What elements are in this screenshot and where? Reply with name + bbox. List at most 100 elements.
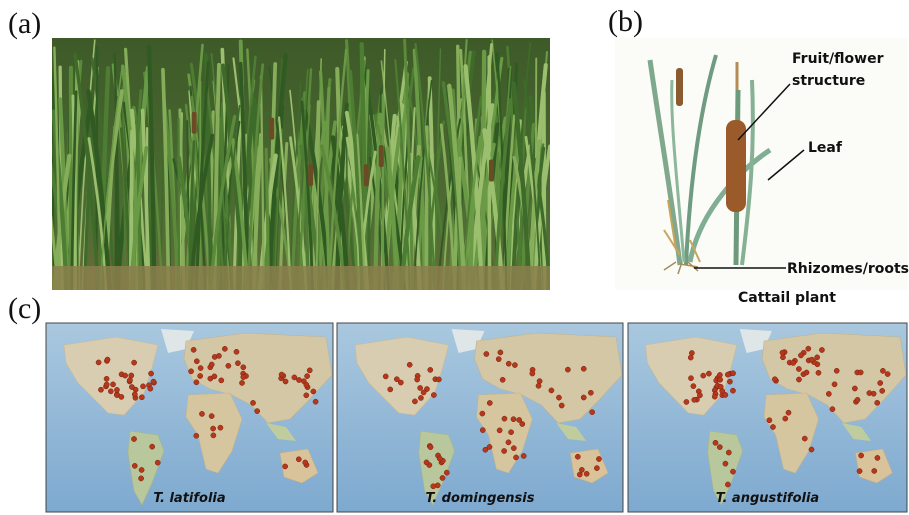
cattail-head	[379, 145, 384, 167]
occurrence-dot	[796, 366, 801, 371]
occurrence-dot	[730, 371, 735, 376]
occurrence-dot	[241, 365, 246, 370]
occurrence-dot	[594, 466, 599, 471]
occurrence-dot	[508, 430, 513, 435]
occurrence-dot	[816, 370, 821, 375]
occurrence-dot	[834, 368, 839, 373]
occurrence-dot	[198, 365, 203, 370]
occurrence-dot	[415, 377, 420, 382]
occurrence-dot	[155, 460, 160, 465]
occurrence-dot	[108, 389, 113, 394]
occurrence-dot	[517, 417, 522, 422]
occurrence-dot	[819, 347, 824, 352]
occurrence-dot	[804, 370, 809, 375]
occurrence-dot	[303, 460, 308, 465]
occurrence-dot	[780, 350, 785, 355]
occurrence-dot	[730, 469, 735, 474]
occurrence-dot	[191, 347, 196, 352]
occurrence-dot	[701, 373, 706, 378]
occurrence-dot	[717, 372, 722, 377]
occurrence-dot	[697, 393, 702, 398]
occurrence-dot	[692, 397, 697, 402]
occurrence-dot	[194, 433, 199, 438]
callout: Fruit/flower	[792, 51, 884, 67]
occurrence-dot	[199, 411, 204, 416]
occurrence-dot	[209, 362, 214, 367]
occurrence-dot	[858, 370, 863, 375]
occurrence-dot	[826, 391, 831, 396]
occurrence-dot	[96, 360, 101, 365]
occurrence-dot	[577, 472, 582, 477]
panel-label: (c)	[8, 292, 41, 325]
occurrence-dot	[129, 373, 134, 378]
occurrence-dot	[304, 393, 309, 398]
occurrence-dot	[549, 388, 554, 393]
occurrence-dot	[871, 391, 876, 396]
species-label: T. latifolia	[153, 491, 225, 506]
caption: Cattail plant	[738, 290, 836, 306]
cattail-head	[269, 118, 274, 140]
occurrence-dot	[872, 468, 877, 473]
occurrence-dot	[885, 371, 890, 376]
occurrence-dot	[512, 362, 517, 367]
occurrence-dot	[767, 418, 772, 423]
reed-leaf	[41, 150, 52, 292]
occurrence-dot	[726, 450, 731, 455]
occurrence-dot	[691, 384, 696, 389]
cattail-head	[308, 164, 313, 186]
occurrence-dot	[880, 388, 885, 393]
occurrence-dot	[431, 484, 436, 489]
occurrence-dot	[421, 390, 426, 395]
water	[52, 266, 550, 290]
occurrence-dot	[98, 387, 103, 392]
occurrence-dot	[511, 417, 516, 422]
occurrence-dot	[235, 361, 240, 366]
occurrence-dot	[412, 399, 417, 404]
occurrence-dot	[832, 382, 837, 387]
occurrence-dot	[487, 444, 492, 449]
occurrence-dot	[706, 371, 711, 376]
occurrence-dot	[239, 380, 244, 385]
occurrence-dot	[212, 374, 217, 379]
occurrence-dot	[150, 444, 155, 449]
occurrence-dot	[581, 395, 586, 400]
occurrence-dot	[305, 374, 310, 379]
occurrence-dot	[809, 447, 814, 452]
occurrence-dot	[132, 463, 137, 468]
occurrence-dot	[218, 425, 223, 430]
panel-label: (a)	[8, 7, 41, 40]
occurrence-dot	[133, 387, 138, 392]
occurrence-dot	[383, 374, 388, 379]
callout: structure	[792, 73, 865, 89]
occurrence-dot	[148, 371, 153, 376]
occurrence-dot	[407, 362, 412, 367]
occurrence-dot	[110, 382, 115, 387]
occurrence-dot	[786, 410, 791, 415]
occurrence-dot	[138, 476, 143, 481]
panel-label: (b)	[608, 5, 643, 38]
occurrence-dot	[859, 453, 864, 458]
occurrence-dot	[444, 470, 449, 475]
occurrence-dot	[718, 377, 723, 382]
occurrence-dot	[496, 357, 501, 362]
species-label: T. angustifolia	[716, 491, 819, 506]
occurrence-dot	[798, 353, 803, 358]
occurrence-dot	[530, 371, 535, 376]
occurrence-dot	[148, 386, 153, 391]
occurrence-dot	[513, 455, 518, 460]
occurrence-dot	[878, 380, 883, 385]
occurrence-dot	[688, 355, 693, 360]
occurrence-dot	[255, 408, 260, 413]
occurrence-dot	[123, 373, 128, 378]
occurrence-dot	[506, 361, 511, 366]
occurrence-dot	[105, 357, 110, 362]
occurrence-dot	[875, 400, 880, 405]
occurrence-dot	[596, 456, 601, 461]
occurrence-dot	[311, 389, 316, 394]
occurrence-dot	[565, 367, 570, 372]
occurrence-dot	[718, 384, 723, 389]
occurrence-dot	[511, 446, 516, 451]
occurrence-dot	[796, 377, 801, 382]
occurrence-dot	[497, 428, 502, 433]
occurrence-dot	[250, 400, 255, 405]
